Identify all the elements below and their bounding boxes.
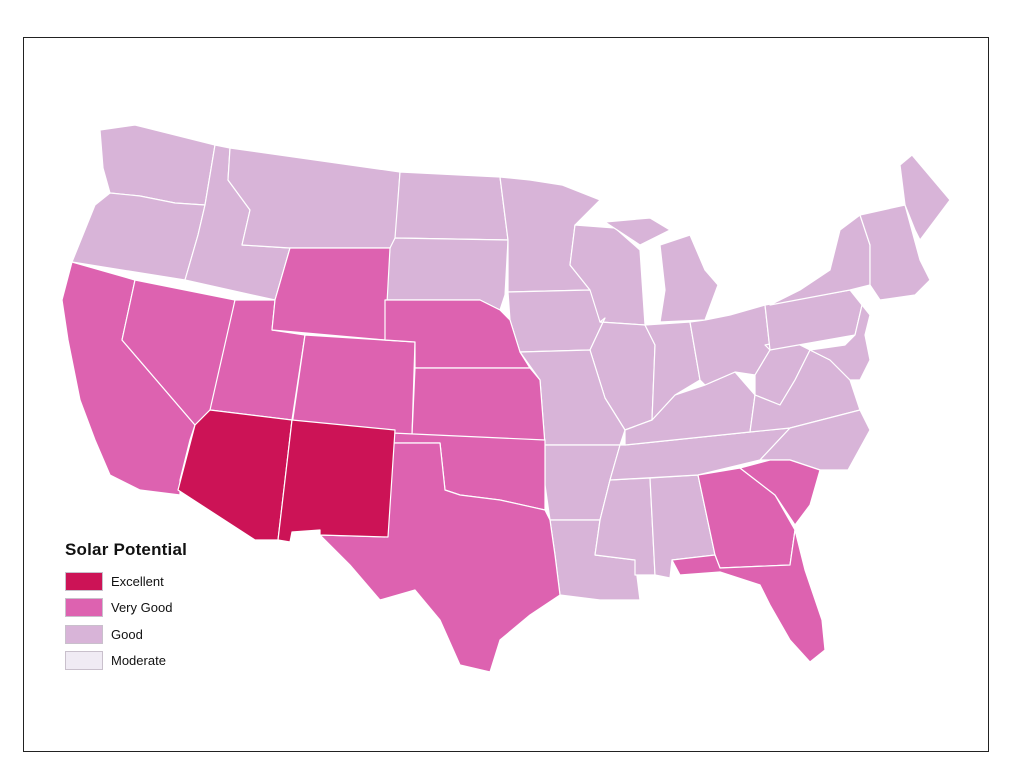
legend: Solar Potential Excellent Very Good Good… [65, 540, 187, 674]
legend-swatch-moderate [65, 651, 103, 671]
legend-label-excellent: Excellent [111, 573, 164, 589]
legend-label-moderate: Moderate [111, 653, 166, 669]
legend-item-good: Good [65, 621, 187, 648]
state-new-mexico [277, 419, 396, 543]
state-oregon [71, 192, 206, 281]
state-kansas [411, 367, 546, 446]
state-north-dakota [394, 171, 509, 241]
legend-title: Solar Potential [65, 540, 188, 559]
state-wyoming [271, 247, 391, 341]
state-mid-atlantic [809, 304, 871, 381]
legend-swatch-good [65, 624, 103, 644]
state-nebraska [384, 299, 531, 369]
state-south-dakota [384, 237, 509, 311]
state-north-carolina [759, 409, 871, 471]
legend-swatch-excellent [65, 571, 103, 591]
state-colorado [291, 334, 416, 436]
state-pennsylvania [764, 289, 863, 351]
state-florida [671, 529, 826, 663]
legend-item-very-good: Very Good [65, 595, 187, 622]
legend-item-excellent: Excellent [65, 568, 187, 595]
state-arizona [177, 409, 293, 541]
state-maine [899, 154, 951, 241]
state-montana [227, 147, 401, 249]
legend-swatch-very-good [65, 598, 103, 618]
legend-item-moderate: Moderate [65, 648, 187, 675]
legend-label-very-good: Very Good [111, 600, 173, 616]
state-south-carolina [739, 459, 821, 526]
state-new-york [769, 214, 871, 306]
state-washington [99, 124, 216, 206]
state-iowa [507, 289, 606, 353]
state-texas [319, 442, 561, 673]
legend-label-good: Good [111, 626, 143, 642]
state-new-england [859, 204, 931, 301]
state-michigan [604, 217, 719, 323]
